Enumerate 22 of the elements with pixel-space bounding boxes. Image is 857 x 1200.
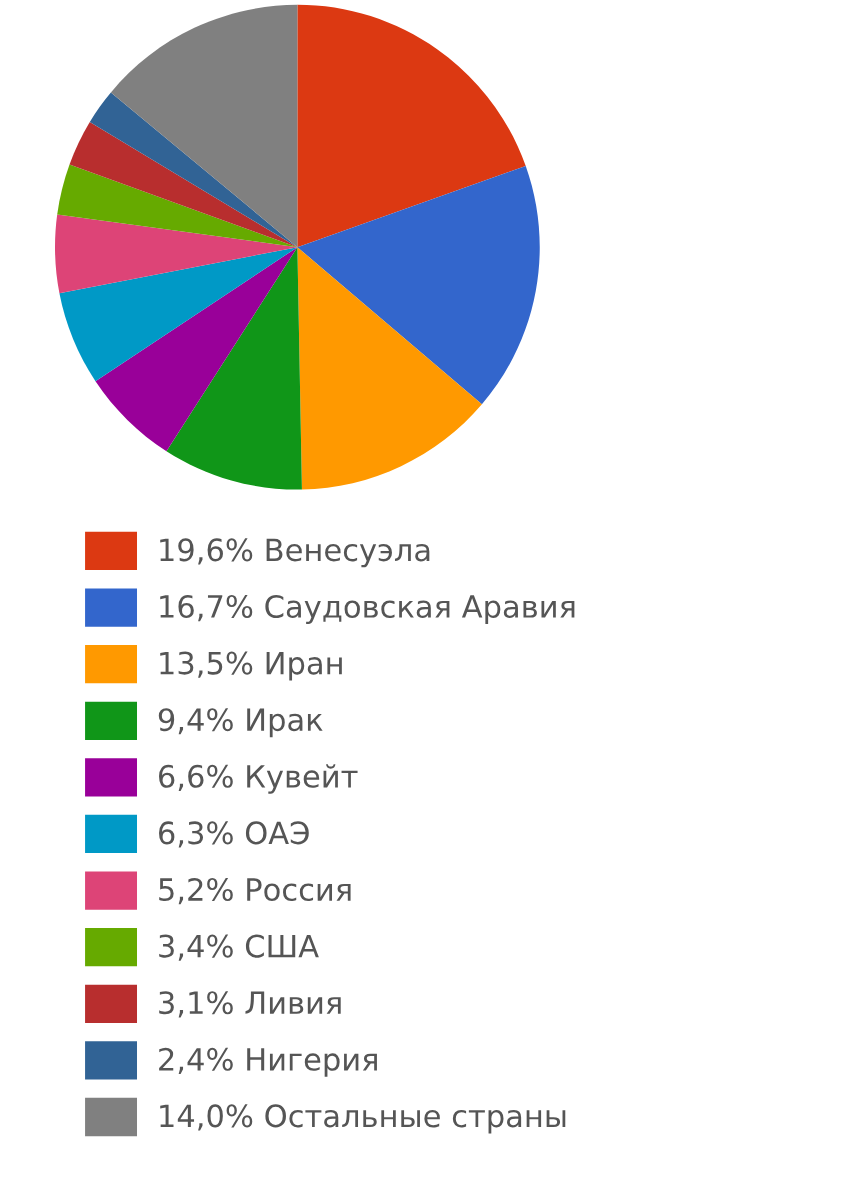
legend-label: 2,4% Нигерия xyxy=(159,1047,377,1077)
pie-slice xyxy=(89,92,298,248)
legend-label: 6,6% Кувейт xyxy=(159,764,358,794)
pie-slice xyxy=(95,247,298,452)
pie-slice xyxy=(59,247,298,382)
pie-slice xyxy=(297,4,526,248)
pie-slice xyxy=(110,4,298,248)
legend-label: 16,7% Саудовская Аравия xyxy=(160,594,575,624)
pie-slice xyxy=(166,247,302,490)
legend-label: 14,0% Остальные страны xyxy=(160,1104,566,1134)
pie-slice xyxy=(57,164,298,248)
pie-slice xyxy=(297,247,482,490)
legend-label: 5,2% Россия xyxy=(159,877,351,905)
legend-label: 19,6% Венесуэла xyxy=(160,538,430,568)
pie-slice xyxy=(55,214,298,294)
pie-slice xyxy=(69,122,298,248)
legend-label: 13,5% Иран xyxy=(160,651,342,681)
legend-label: 6,3% ОАЭ xyxy=(159,821,309,848)
pie-slice xyxy=(297,165,540,405)
legend-label: 9,4% Ирак xyxy=(158,708,323,738)
legend-label: 3,1% Ливия xyxy=(159,991,341,1018)
legend-label: 3,4% США xyxy=(159,934,319,961)
